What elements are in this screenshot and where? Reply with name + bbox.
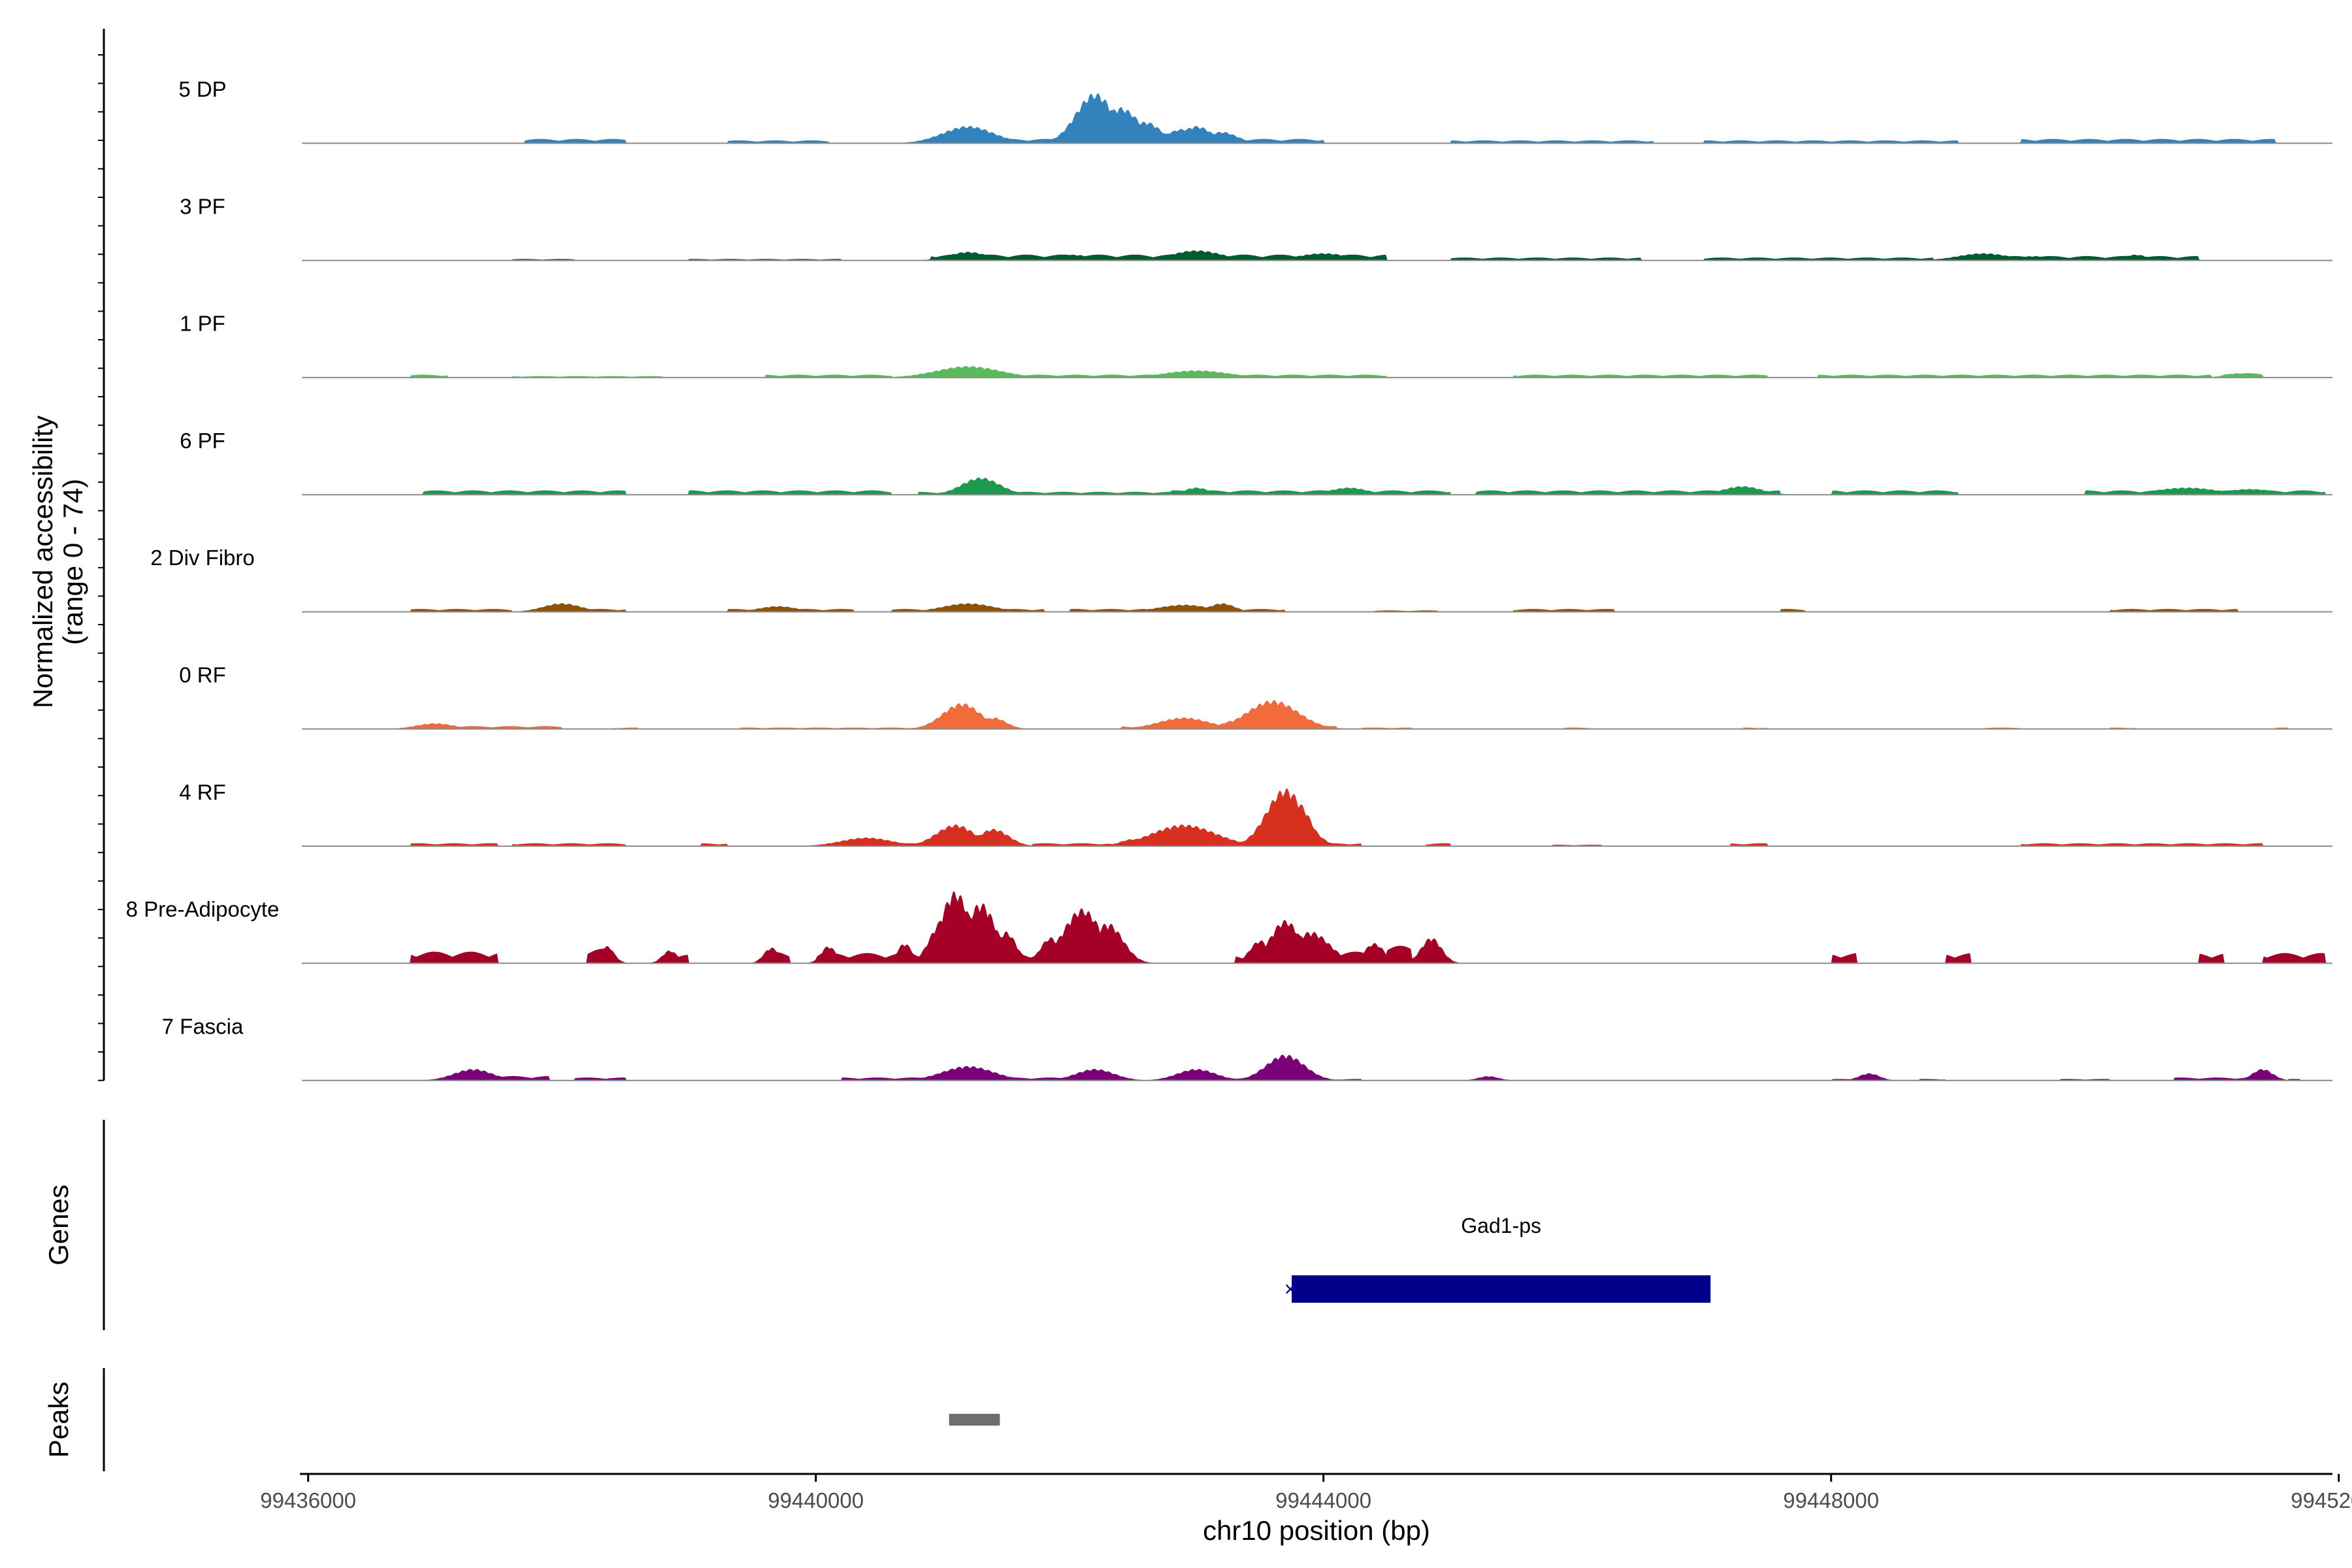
track-label-1-pf: 1 PF — [180, 312, 225, 336]
track-label-7-fascia: 7 Fascia — [162, 1014, 244, 1038]
track-2-div-fibro: 2 Div Fibro — [150, 546, 2332, 613]
track-label-5-dp: 5 DP — [178, 77, 226, 101]
track-6-pf: 6 PF — [180, 429, 2332, 496]
gene-track: × Gad1-ps — [1284, 1214, 1711, 1303]
coverage-area-2-div-fibro — [302, 603, 2332, 612]
gene-body-gad1-ps — [1292, 1275, 1711, 1303]
track-label-3-pf: 3 PF — [180, 194, 225, 218]
track-label-8-pre-adipocyte: 8 Pre-Adipocyte — [126, 897, 280, 921]
coverage-area-3-pf — [302, 250, 2332, 261]
track-label-6-pf: 6 PF — [180, 429, 225, 453]
x-tick-label: 99448000 — [1783, 1488, 1879, 1512]
gene-track-title: Genes — [43, 1184, 74, 1266]
track-5-dp: 5 DP — [178, 77, 2332, 144]
track-4-rf: 4 RF — [179, 780, 2332, 847]
peak-track — [949, 1414, 1000, 1426]
x-axis: 99436000 99440000 99444000 99448000 99452000 — [260, 1473, 2352, 1512]
y-axis-title-line2: (range 0 - 74) — [57, 479, 88, 645]
track-8-pre-adipocyte: 8 Pre-Adipocyte — [126, 891, 2332, 964]
x-tick-label: 99452000 — [2291, 1488, 2352, 1512]
coverage-area-4-rf — [302, 788, 2332, 847]
coverage-area-6-pf — [302, 477, 2332, 495]
coverage-area-8-pre-adipocyte — [302, 891, 2332, 964]
x-axis-title: chr10 position (bp) — [1203, 1515, 1430, 1546]
coverage-area-7-fascia — [302, 1054, 2332, 1081]
track-label-4-rf: 4 RF — [179, 780, 226, 804]
coverage-tracks: 5 DP 3 PF 1 PF 6 PF 2 Div Fibro 0 RF 4 RF 8 Pre… — [126, 77, 2332, 1081]
track-0-rf: 0 RF — [179, 663, 2332, 730]
x-tick-label: 99440000 — [768, 1488, 864, 1512]
coverage-area-1-pf — [302, 366, 2332, 378]
x-tick-label: 99444000 — [1275, 1488, 1371, 1512]
track-label-2-div-fibro: 2 Div Fibro — [150, 546, 255, 570]
track-7-fascia: 7 Fascia — [162, 1014, 2332, 1081]
gene-label-gad1-ps: Gad1-ps — [1461, 1214, 1541, 1237]
track-1-pf: 1 PF — [180, 312, 2332, 378]
track-3-pf: 3 PF — [180, 194, 2332, 261]
gene-gad1-ps: × Gad1-ps — [1284, 1214, 1711, 1303]
coverage-area-0-rf — [302, 700, 2332, 729]
peak-region-1 — [949, 1414, 1000, 1426]
peak-track-title: Peaks — [43, 1382, 74, 1458]
gene-strand-marker: × — [1284, 1277, 1297, 1301]
track-label-0-rf: 0 RF — [179, 663, 226, 687]
x-tick-label: 99436000 — [260, 1488, 356, 1512]
y-axis-title-line1: Normalized accessibility — [27, 416, 58, 708]
y-axis — [98, 29, 105, 1081]
